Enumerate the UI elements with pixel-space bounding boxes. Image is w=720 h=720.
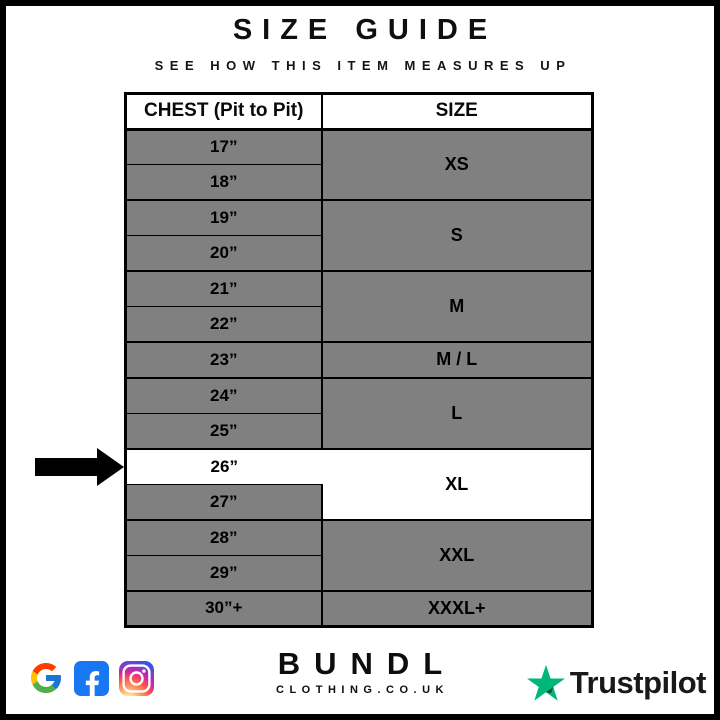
chest-cell: 27” [125, 483, 323, 520]
chest-cell: 23” [125, 341, 323, 378]
table-row: 19” S [125, 199, 593, 271]
chest-cell: 20” [125, 235, 323, 271]
brand-name: BUNDL [277, 646, 457, 681]
size-cell: XXL [321, 518, 593, 591]
chest-cell-highlighted: 26” [125, 447, 322, 484]
size-cell: XXXL+ [321, 589, 593, 626]
size-cell-highlighted: XL [321, 447, 593, 520]
table-row: 27” [125, 483, 593, 520]
chest-column-header: CHEST (Pit to Pit) [125, 93, 323, 131]
instagram-icon [119, 660, 154, 696]
chest-cell: 24” [125, 376, 323, 413]
size-column-header: SIZE [321, 93, 593, 131]
brand-logo: BUNDL CLOTHING.CO.UK [264, 646, 457, 696]
chest-cell: 29” [125, 554, 323, 591]
chest-cell: 17” [125, 129, 323, 165]
table-row: 28” XXL [125, 518, 593, 591]
size-cell: L [321, 376, 593, 449]
chest-cell: 19” [125, 199, 323, 236]
trustpilot-star-icon [526, 664, 565, 701]
chest-cell: 18” [125, 164, 323, 200]
page-subtitle: SEE HOW THIS ITEM MEASURES UP [154, 58, 572, 73]
facebook-icon [74, 660, 109, 696]
trustpilot-logo: Trustpilot [526, 664, 707, 701]
table-row: 25” [125, 412, 593, 449]
chest-cell: 28” [125, 518, 323, 555]
size-cell: S [321, 199, 593, 271]
size-cell: M / L [321, 341, 593, 378]
table-header-row: CHEST (Pit to Pit) SIZE [125, 93, 593, 131]
page-title: SIZE GUIDE [232, 14, 498, 46]
chest-cell: 25” [125, 412, 323, 449]
size-table: CHEST (Pit to Pit) SIZE 17” XS 18” 19” S… [124, 92, 594, 628]
table-row: 17” XS [125, 129, 593, 200]
table-row: 18” [125, 164, 593, 200]
trustpilot-label: Trustpilot [569, 664, 707, 700]
size-cell: XS [321, 129, 593, 200]
chest-cell: 21” [125, 270, 323, 307]
brand-domain: CLOTHING.CO.UK [276, 683, 449, 696]
table-row: 29” [125, 554, 593, 591]
table-row: 22” [125, 306, 593, 342]
table-row: 21” M [125, 270, 593, 342]
chest-cell: 30”+ [125, 589, 323, 626]
chest-cell: 22” [125, 306, 323, 342]
size-cell: M [321, 270, 593, 342]
google-icon [31, 663, 61, 693]
table-row: 23” M / L [125, 341, 593, 378]
table-row-highlighted: 26” XL [125, 447, 593, 520]
table-row: 24” L [125, 376, 593, 449]
table-row: 20” [125, 235, 593, 271]
social-icons [28, 660, 154, 696]
arrow-icon [35, 448, 124, 486]
table-row: 30”+ XXXL+ [125, 589, 593, 626]
